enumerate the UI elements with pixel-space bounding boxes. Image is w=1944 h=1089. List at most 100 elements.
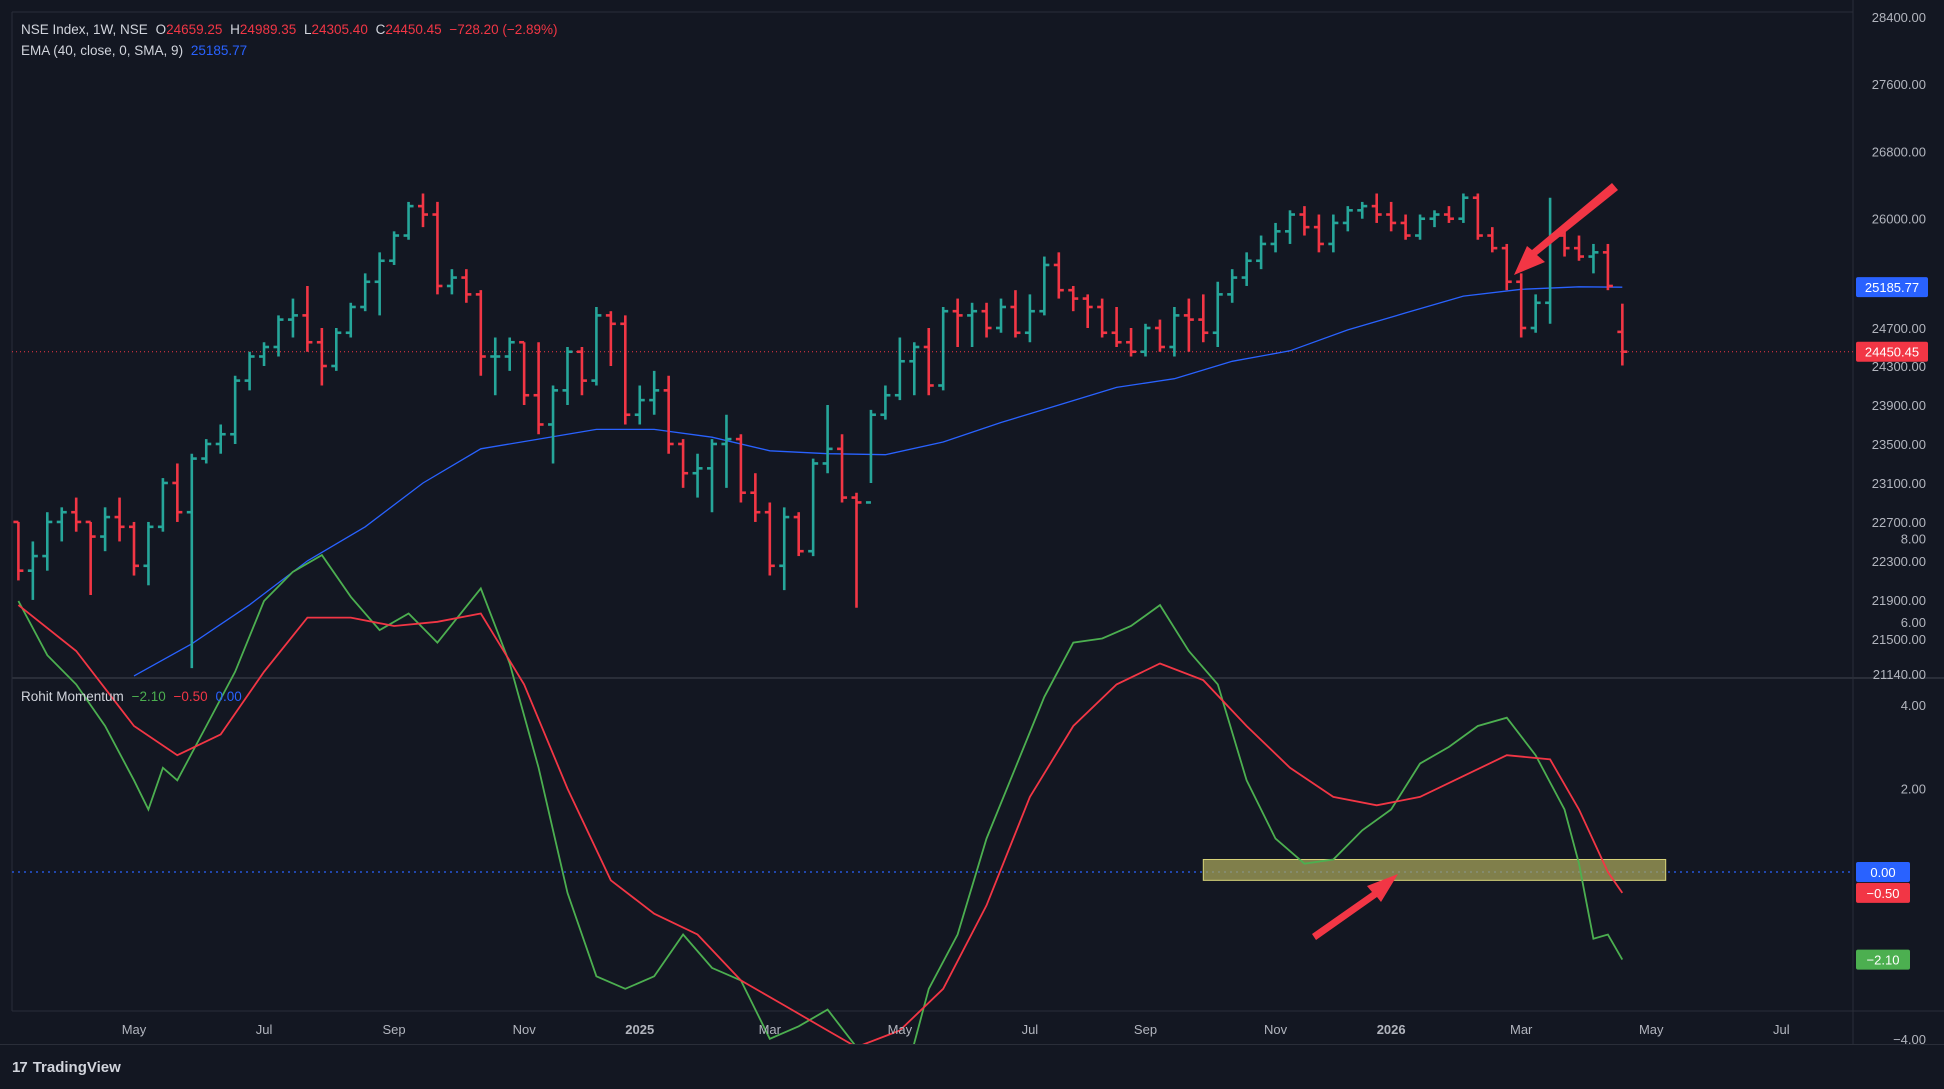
ohlc-bar (1400, 214, 1411, 240)
ohlc-bar (1198, 294, 1209, 343)
ohlc-bar (1443, 206, 1454, 223)
ohlc-bar (1270, 222, 1281, 253)
symbol-label[interactable]: NSE Index, 1W, NSE (21, 22, 148, 37)
ohlc-bar (1082, 294, 1093, 328)
oscillator-tick-label: 8.00 (1901, 531, 1926, 546)
ohlc-bar (663, 375, 674, 454)
oscillator-tick-label: 4.00 (1901, 698, 1926, 713)
price-axis-badge-bg (1856, 341, 1928, 362)
time-tick-label: Nov (1264, 1022, 1288, 1037)
ohlc-bar (129, 521, 139, 576)
chart-canvas[interactable]: 21140.00 21500.00 21900.00 22300.00 22700.00… (0, 0, 1944, 1044)
ohlc-bar (678, 439, 689, 488)
ohlc-bar (389, 231, 400, 265)
candles-layer (13, 193, 1628, 669)
ohlc-bar (649, 370, 660, 415)
ohlc-bar (1024, 294, 1035, 343)
ohlc-bar (851, 492, 862, 608)
oscillator-axis-badge-text: −2.10 (1867, 953, 1900, 968)
time-tick-label: Jul (1773, 1022, 1790, 1037)
ohlc-bar (764, 502, 775, 576)
time-tick-label: Sep (383, 1022, 406, 1037)
ohlc-bar (750, 473, 761, 522)
ohlc-bar (56, 507, 67, 542)
ohlc-bar (490, 337, 501, 396)
ohlc-bar (779, 507, 790, 591)
high-label: H (230, 22, 240, 37)
ohlc-bar (1068, 285, 1079, 312)
time-tick-label: May (122, 1022, 147, 1037)
oscillator-axis-badge: −0.50 (1856, 882, 1910, 903)
oscillator-axis-badge-text: −0.50 (1867, 886, 1900, 901)
ohlc-bar (504, 337, 515, 371)
footer-bar: 17 TradingView (0, 1044, 1944, 1089)
ohlc-bar (1357, 201, 1368, 219)
ohlc-bar (634, 385, 645, 425)
main-legend: NSE Index, 1W, NSE O24659.25 H24989.35 L… (21, 22, 562, 37)
arrow-annotation-price (1514, 183, 1618, 275)
price-tick-label: 24700.00 (1872, 321, 1926, 336)
ohlc-bar (1472, 193, 1483, 240)
ohlc-bar (1154, 319, 1165, 352)
ohlc-bar (1140, 323, 1151, 357)
ohlc-bar (952, 298, 963, 347)
ohlc-bar (1285, 210, 1295, 244)
price-axis-badge: 24450.45 (1856, 341, 1928, 362)
oscillator-legend[interactable]: Rohit Momentum −2.10 −0.50 0.00 (21, 689, 246, 704)
open-value: 24659.25 (166, 22, 223, 37)
ohlc-bar (620, 315, 631, 425)
oscillator-axis-badge-bg (1856, 862, 1910, 882)
time-tick-label: Nov (513, 1022, 537, 1037)
ohlc-bar (1501, 243, 1512, 291)
time-tick-label: Mar (1510, 1022, 1533, 1037)
ohlc-bar (1010, 290, 1021, 338)
ohlc-bar (316, 328, 327, 386)
ohlc-bar (1169, 306, 1180, 357)
ohlc-bar (1097, 298, 1108, 338)
change-value: −728.20 (−2.89%) (449, 22, 558, 37)
oscillator-axis-badge: 0.00 (1856, 862, 1910, 882)
ohlc-bar (157, 478, 168, 532)
price-tick-label: 23900.00 (1872, 398, 1926, 413)
tradingview-logo[interactable]: 17 TradingView (12, 1059, 121, 1076)
ohlc-bar (605, 311, 616, 366)
ohlc-bar (1386, 201, 1397, 232)
ohlc-bar (114, 497, 125, 542)
ohlc-bar (186, 453, 197, 669)
time-tick-label: Sep (1134, 1022, 1157, 1037)
ohlc-bar (42, 512, 53, 571)
ohlc-bar (432, 201, 443, 295)
low-value: 24305.40 (311, 22, 368, 37)
ohlc-bar (837, 434, 848, 503)
price-tick-label: 23500.00 (1872, 437, 1926, 452)
oscillator-axis-badge-bg (1856, 949, 1910, 970)
oscillator-value-2: −0.50 (173, 689, 208, 704)
ohlc-bar (880, 385, 891, 420)
ohlc-bar (1126, 328, 1137, 357)
close-label: C (375, 22, 386, 37)
high-value: 24989.35 (239, 22, 297, 37)
tradingview-logo-icon: 17 (12, 1059, 28, 1076)
annotations-layer (1312, 183, 1618, 940)
price-tick-label: 26000.00 (1872, 212, 1926, 227)
price-tick-label: 27600.00 (1872, 77, 1926, 92)
time-tick-label: Jul (256, 1022, 273, 1037)
arrow-annotation-oscillator (1312, 874, 1398, 940)
ohlc-bar (461, 269, 472, 303)
ohlc-bar (1487, 227, 1498, 253)
ohlc-bar (1241, 252, 1252, 286)
ohlc-bar (215, 424, 226, 454)
close-value: 24450.45 (385, 22, 442, 37)
ohlc-bar (244, 351, 255, 391)
ohlc-bar (1429, 210, 1440, 228)
ema-legend[interactable]: EMA (40, close, 0, SMA, 9) 25185.77 (21, 43, 251, 58)
ohlc-bar (1574, 235, 1584, 261)
ohlc-bar (707, 439, 717, 513)
low-label: L (304, 22, 312, 37)
ohlc-bar (273, 315, 284, 357)
oscillator-value-1: −2.10 (131, 689, 166, 704)
ohlc-bar (85, 520, 96, 596)
oscillator-axis-badge: −2.10 (1856, 949, 1910, 970)
axes-layer: 21140.00 21500.00 21900.00 22300.00 22700.00… (122, 10, 1928, 1044)
